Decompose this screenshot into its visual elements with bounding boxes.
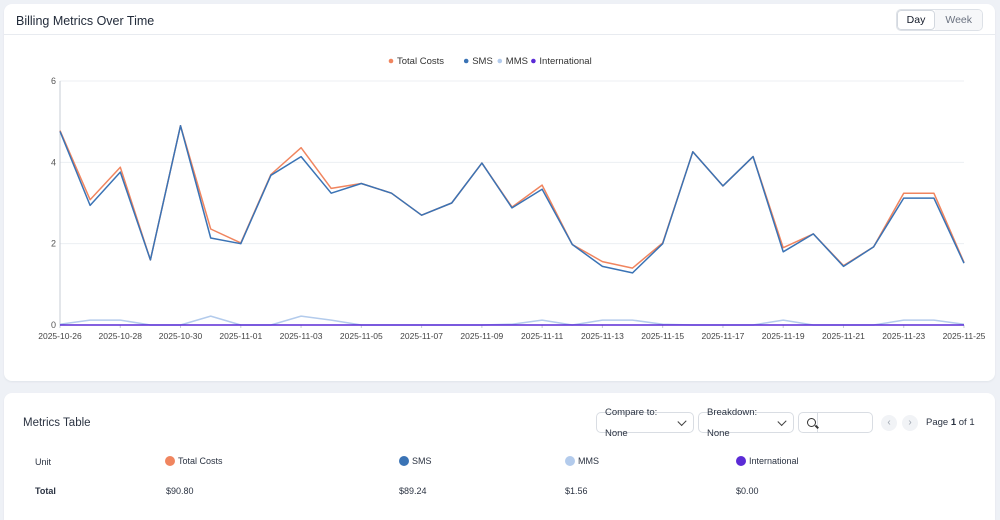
y-tick-label: 6 bbox=[51, 76, 56, 86]
x-tick-label: 2025-11-05 bbox=[340, 331, 383, 341]
chevron-down-icon bbox=[677, 416, 687, 426]
legend-marker bbox=[531, 58, 536, 64]
mms-swatch bbox=[565, 456, 575, 466]
metrics-table-card: Metrics Table Compare to: None Breakdown… bbox=[4, 393, 995, 520]
y-tick-label: 2 bbox=[51, 239, 56, 249]
legend-label: SMS bbox=[472, 56, 493, 67]
column-header-mms: MMS bbox=[565, 456, 599, 466]
header-divider bbox=[4, 34, 995, 35]
legend-marker bbox=[463, 58, 469, 64]
x-tick-label: 2025-11-25 bbox=[943, 331, 986, 341]
compare-to-label: Compare to: None bbox=[605, 406, 658, 439]
legend-label: MMS bbox=[506, 56, 528, 67]
x-tick-label: 2025-10-26 bbox=[38, 331, 82, 341]
prev-page-button[interactable]: ‹ bbox=[881, 415, 897, 431]
metrics-table-title: Metrics Table bbox=[23, 417, 91, 429]
x-tick-label: 2025-11-01 bbox=[219, 331, 262, 341]
search-box bbox=[798, 412, 873, 433]
x-tick-label: 2025-11-07 bbox=[400, 331, 443, 341]
x-tick-label: 2025-11-03 bbox=[280, 331, 323, 341]
x-tick-label: 2025-11-19 bbox=[762, 331, 805, 341]
x-tick-label: 2025-11-11 bbox=[521, 331, 563, 341]
search-button[interactable] bbox=[799, 413, 819, 432]
next-page-button[interactable]: › bbox=[902, 415, 918, 431]
day-toggle-button[interactable]: Day bbox=[896, 10, 936, 30]
week-toggle-button[interactable]: Week bbox=[935, 10, 982, 30]
total-costs-swatch bbox=[165, 456, 175, 466]
x-tick-label: 2025-11-15 bbox=[641, 331, 684, 341]
unit-header: Unit bbox=[35, 457, 52, 467]
search-icon bbox=[807, 418, 816, 427]
period-toggle: Day Week bbox=[895, 9, 983, 31]
x-tick-label: 2025-11-09 bbox=[460, 331, 503, 341]
x-tick-label: 2025-10-28 bbox=[99, 331, 143, 341]
y-tick-label: 4 bbox=[51, 157, 56, 167]
international-value: $0.00 bbox=[736, 486, 759, 496]
series-line-mms bbox=[59, 315, 965, 326]
search-input[interactable] bbox=[818, 413, 872, 432]
series-line-sms bbox=[59, 124, 965, 274]
series-line-total-costs bbox=[59, 124, 965, 269]
legend-marker bbox=[388, 58, 394, 64]
total-costs-value: $90.80 bbox=[166, 486, 194, 496]
x-tick-label: 2025-11-21 bbox=[822, 331, 865, 341]
x-tick-label: 2025-11-13 bbox=[581, 331, 624, 341]
sms-value: $89.24 bbox=[399, 486, 427, 496]
mms-value: $1.56 bbox=[565, 486, 588, 496]
legend-marker bbox=[497, 58, 503, 64]
legend-label: International bbox=[539, 56, 591, 67]
column-header-total-costs: Total Costs bbox=[165, 456, 223, 466]
chevron-down-icon bbox=[777, 416, 787, 426]
breakdown-dropdown[interactable]: Breakdown: None bbox=[698, 407, 794, 439]
chart-title: Billing Metrics Over Time bbox=[16, 14, 155, 28]
legend-label: Total Costs bbox=[397, 56, 444, 67]
chart-card: Billing Metrics Over Time Day Week 0 2 4 6 2… bbox=[4, 4, 995, 381]
breakdown-label: Breakdown: None bbox=[707, 406, 758, 439]
page-indicator: Page 1 of 1 bbox=[926, 417, 975, 428]
x-tick-label: 2025-11-23 bbox=[882, 331, 925, 341]
column-header-sms: SMS bbox=[399, 456, 432, 466]
international-swatch bbox=[736, 456, 746, 466]
x-tick-label: 2025-10-30 bbox=[159, 331, 203, 341]
line-chart: 0 2 4 6 2025-10-26 2025-10-28 2025-10-30 2025-1… bbox=[38, 56, 986, 341]
y-tick-label: 0 bbox=[51, 320, 56, 330]
total-row-label: Total bbox=[35, 486, 56, 496]
sms-swatch bbox=[399, 456, 409, 466]
compare-to-dropdown[interactable]: Compare to: None bbox=[596, 407, 694, 439]
x-tick-label: 2025-11-17 bbox=[702, 331, 745, 341]
column-header-international: International bbox=[736, 456, 799, 466]
